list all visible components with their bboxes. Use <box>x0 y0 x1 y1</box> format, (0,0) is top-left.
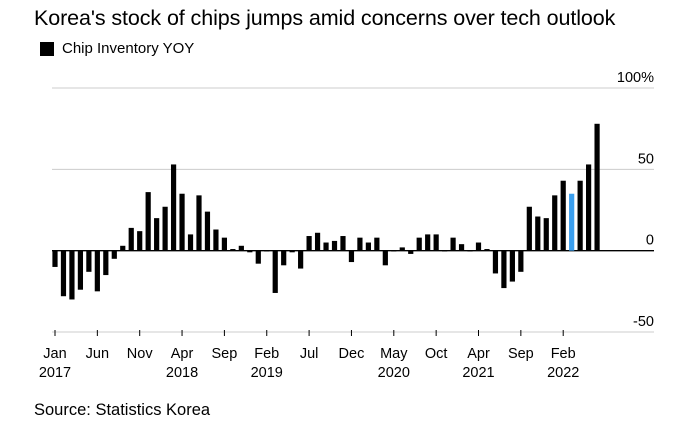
bar <box>586 164 592 251</box>
legend-label: Chip Inventory YOY <box>62 40 195 57</box>
chart-title: Korea's stock of chips jumps amid concer… <box>34 6 616 30</box>
bar <box>577 180 583 251</box>
x-tick-year-label: 2020 <box>378 365 410 381</box>
bar <box>94 250 100 292</box>
bar <box>221 237 227 251</box>
bar <box>162 206 168 251</box>
bar <box>518 250 524 272</box>
x-tick-month-label: Jul <box>300 346 319 362</box>
bar <box>501 250 507 289</box>
x-tick-month-label: Apr <box>171 346 194 362</box>
bar <box>264 250 270 252</box>
bar <box>187 234 194 251</box>
bar <box>323 242 329 251</box>
bar <box>238 245 244 251</box>
bar <box>247 250 253 253</box>
bar <box>77 250 84 290</box>
x-tick-month-label: Jan <box>43 346 66 362</box>
source-note: Source: Statistics Korea <box>34 401 211 419</box>
y-tick-label: 100% <box>617 70 654 86</box>
bar <box>289 250 295 253</box>
bar <box>374 237 380 251</box>
bar <box>475 242 482 251</box>
bar <box>526 206 532 251</box>
x-tick-month-label: Sep <box>211 346 237 362</box>
bar <box>272 250 278 293</box>
bar <box>348 250 355 263</box>
x-tick-month-label: Oct <box>425 346 448 362</box>
bar <box>230 249 236 251</box>
bar <box>399 247 405 251</box>
x-tick-month-label: Nov <box>127 346 154 362</box>
bar <box>314 232 321 251</box>
bar <box>357 237 363 251</box>
bar <box>509 250 515 282</box>
y-tick-label: 50 <box>638 151 654 167</box>
x-tick-month-label: Feb <box>551 346 576 362</box>
bar <box>306 236 312 251</box>
bar <box>69 250 75 300</box>
bar <box>484 249 490 251</box>
bar <box>137 231 143 251</box>
bar <box>594 123 600 251</box>
x-tick-year-label: 2018 <box>166 365 198 381</box>
bar <box>425 234 431 251</box>
bar <box>382 250 388 266</box>
legend: Chip Inventory YOY <box>40 40 194 58</box>
bar <box>255 250 261 264</box>
bar <box>281 250 287 266</box>
x-tick-month-label: May <box>380 346 408 362</box>
bar <box>128 227 134 251</box>
bar <box>120 245 126 251</box>
bar <box>196 195 202 251</box>
x-tick-month-label: Apr <box>467 346 490 362</box>
bar <box>103 250 109 276</box>
bar <box>86 250 92 272</box>
bar <box>60 250 67 297</box>
bar <box>535 216 541 251</box>
x-tick-month-label: Feb <box>254 346 279 362</box>
x-tick-month-label: Sep <box>508 346 534 362</box>
bar <box>111 250 117 259</box>
x-tick-year-label: 2017 <box>39 365 71 381</box>
x-tick-year-label: 2019 <box>251 365 283 381</box>
bar <box>154 218 160 251</box>
bar <box>450 237 456 251</box>
bar <box>170 164 177 251</box>
bar <box>331 240 338 251</box>
bar <box>52 250 58 267</box>
bar-highlight <box>569 193 575 251</box>
bar <box>416 237 422 251</box>
bar <box>145 192 151 251</box>
bar <box>298 250 304 269</box>
bar <box>492 250 499 274</box>
bar <box>408 250 414 254</box>
x-tick-year-label: 2022 <box>547 365 579 381</box>
y-tick-label: 0 <box>646 233 654 249</box>
y-tick-label: -50 <box>633 314 654 330</box>
x-tick-year-label: 2021 <box>462 365 494 381</box>
bar <box>543 218 549 251</box>
bar <box>458 244 465 251</box>
bar <box>340 236 346 251</box>
bar <box>433 234 439 251</box>
bar <box>560 180 566 251</box>
bar <box>552 195 558 251</box>
bar <box>179 193 185 251</box>
bar <box>391 250 397 252</box>
legend-swatch <box>40 42 54 56</box>
bar <box>442 250 448 252</box>
bar <box>467 250 473 252</box>
bar <box>204 211 211 251</box>
bar <box>365 242 371 251</box>
bar <box>213 229 219 251</box>
x-tick-month-label: Dec <box>339 346 365 362</box>
x-tick-month-label: Jun <box>86 346 109 362</box>
